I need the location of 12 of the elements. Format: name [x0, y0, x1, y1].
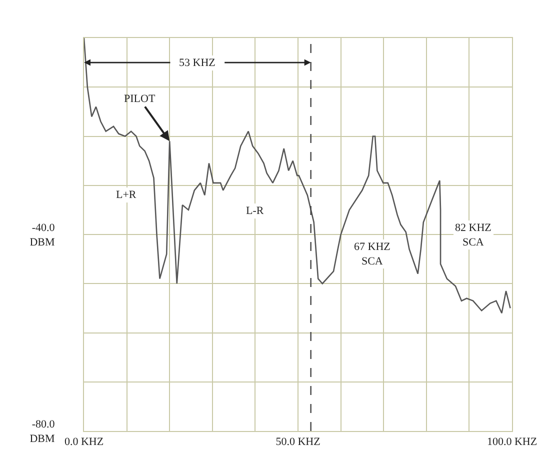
annotation: 53 KHZ: [179, 57, 216, 69]
annotation: L+R: [116, 189, 137, 201]
y-tick-label: -40.0 DBM: [30, 222, 56, 248]
y-tick-label: -80.0 DBM: [30, 418, 56, 445]
x-tick-label: 50.0 KHZ: [276, 436, 321, 448]
annotation: 67 KHZ SCA: [354, 241, 391, 268]
line-series: [84, 38, 511, 314]
annotation: L-R: [246, 205, 264, 217]
annotation: PILOT: [124, 93, 156, 105]
annotation: 82 KHZ SCA: [455, 222, 492, 248]
x-tick-label: 100.0 KHZ: [486, 436, 538, 448]
x-tick-label: 0.0 KHZ: [64, 436, 104, 448]
